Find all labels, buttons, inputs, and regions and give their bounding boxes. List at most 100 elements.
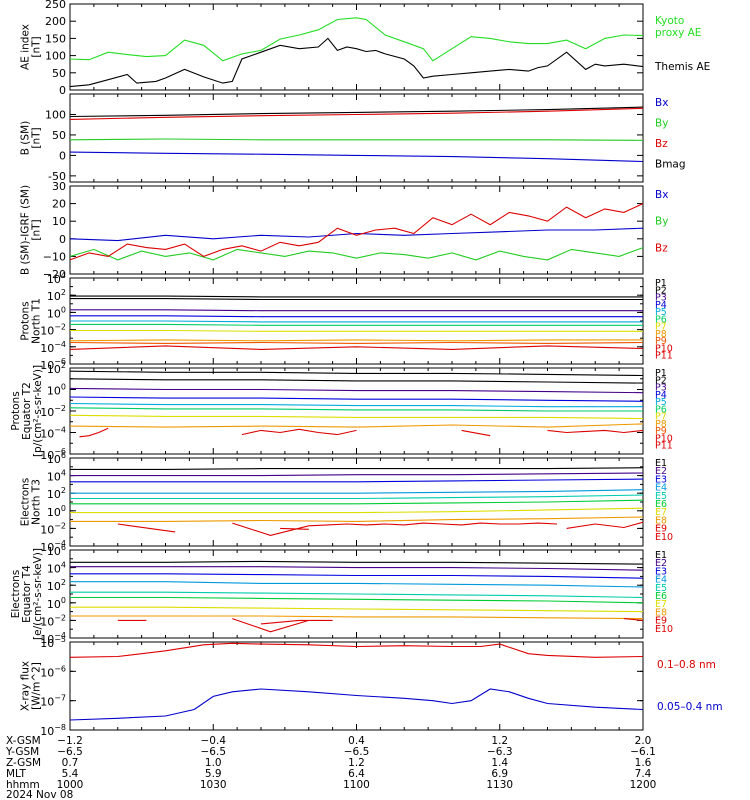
legend-label: P6 [655, 314, 667, 325]
x-axis-row-value: −6.5 [344, 746, 370, 758]
x-axis-row-value: −6.5 [57, 746, 83, 758]
series-p8 [69, 339, 643, 342]
series-p5 [70, 320, 643, 323]
y-tick-label: 100 [45, 50, 66, 63]
x-axis-row-value: 1.6 [635, 757, 652, 769]
y-axis-label: [e/(cm²-s-sr-keV)] [32, 548, 44, 640]
series-fragment [623, 618, 644, 621]
y-tick-label: 104 [47, 271, 66, 286]
panel-5: Protons Equator T2 [p/(cm²-s-sr-keV)] P1P2P… [10, 365, 673, 457]
series-p9 [69, 341, 644, 344]
legend-label: E7 [655, 507, 667, 518]
series-p2 [69, 378, 644, 384]
series-by [69, 247, 644, 261]
y-tick-label: 10−4 [40, 340, 66, 355]
legend-label: 0.05–0.4 nm [657, 701, 723, 713]
y-tick-label: 0 [59, 233, 66, 246]
series-fragment [260, 619, 333, 625]
series-0-1-0-8-nm [69, 642, 644, 658]
legend-label: P5 [655, 307, 667, 318]
legend-label: By [655, 117, 668, 129]
series-fragment [566, 521, 644, 529]
y-tick-label: 150 [45, 32, 66, 45]
legend-label: P3 [655, 293, 667, 304]
legend-label: P11 [655, 351, 673, 362]
legend-label: Kyoto [655, 15, 684, 27]
series-e5 [70, 591, 644, 599]
series-p4 [69, 396, 644, 402]
series-e8 [70, 516, 644, 522]
legend-label: P1 [655, 278, 667, 289]
legend-label: P7 [655, 322, 667, 333]
series-bz [69, 107, 644, 120]
y-axis-label: X-ray flux [20, 661, 32, 711]
y-axis-label: Electrons [10, 570, 22, 619]
x-axis-row-value: −1.2 [57, 735, 83, 747]
x-axis-row-value: 6.4 [348, 768, 365, 780]
y-tick-label: 10−4 [40, 631, 66, 646]
series-bz [69, 203, 644, 261]
legend-label: E7 [655, 599, 667, 610]
series-e6 [70, 499, 644, 505]
y-tick-label: -50 [48, 170, 66, 183]
legend-label: P10 [655, 343, 673, 354]
legend-label: P1 [655, 368, 667, 379]
y-tick-label: 10−6 [40, 447, 66, 462]
x-axis-row-value: −6.5 [201, 746, 227, 758]
series-fragment [461, 429, 491, 437]
series-e4 [70, 489, 644, 494]
y-tick-label: 10 [52, 215, 66, 228]
series-fragment [232, 618, 309, 633]
x-axis-row-value: −6.3 [487, 746, 513, 758]
legend-label: P3 [655, 383, 667, 394]
x-axis-row-value: 1100 [343, 779, 370, 791]
series-p3 [70, 309, 643, 312]
legend-label: E10 [655, 624, 673, 635]
series-e2 [70, 566, 644, 571]
x-axis-row-value: 7.4 [635, 768, 652, 780]
series-fragment [308, 522, 558, 527]
series-fragment [117, 523, 176, 533]
series-e7 [70, 507, 644, 514]
legend-label: E8 [655, 515, 667, 526]
y-tick-label: 100 [45, 108, 66, 121]
y-tick-label: 50 [52, 129, 66, 142]
y-tick-label: −20 [43, 268, 66, 281]
y-axis-label: Equator T2 [21, 382, 33, 440]
legend-label: E2 [655, 558, 667, 569]
series-themis-ae [69, 37, 644, 88]
series-p1 [69, 370, 644, 377]
y-axis-label: Protons [10, 391, 22, 430]
x-axis-row-name: MLT [6, 768, 26, 780]
legend-label: Bx [655, 97, 668, 109]
legend-label: P8 [655, 329, 667, 340]
y-axis-label: Equator T4 [21, 565, 33, 623]
legend-label: P8 [655, 419, 667, 430]
y-tick-label: 0 [59, 84, 66, 97]
y-axis-label: Protons [20, 301, 32, 340]
x-axis-row-value: 1.2 [491, 735, 508, 747]
legend-label: E8 [655, 607, 667, 618]
series-bmag [69, 106, 644, 118]
y-tick-label: −10 [43, 250, 66, 263]
y-tick-label: 10−6 [40, 357, 66, 372]
y-tick-label: 10−2 [40, 613, 66, 628]
y-tick-label: 106 [47, 451, 66, 466]
panel-3: −20 −10 0 10 20 30 B (SM)-IGRF (SM) [nT] Bx By Bz [20, 180, 669, 281]
legend-label: E2 [655, 466, 667, 477]
series-p6 [69, 407, 643, 412]
series-p3 [69, 387, 644, 394]
panel-7: Electrons Equator T4 [e/(cm²-s-sr-keV)] E1E… [10, 548, 673, 640]
legend-label: P9 [655, 426, 667, 437]
legend-label: 0.1–0.8 nm [657, 659, 716, 671]
y-axis-label: [p/(cm²-s-sr-keV)] [32, 365, 44, 457]
legend-label: P7 [655, 412, 667, 423]
y-axis-label: North T3 [31, 479, 43, 525]
y-tick-label: 10−7 [40, 694, 66, 709]
x-axis-row-value: −0.4 [201, 735, 227, 747]
series-kyoto-proxy-ae [69, 17, 644, 62]
series-bx [69, 227, 644, 242]
series-fragment [280, 527, 309, 530]
